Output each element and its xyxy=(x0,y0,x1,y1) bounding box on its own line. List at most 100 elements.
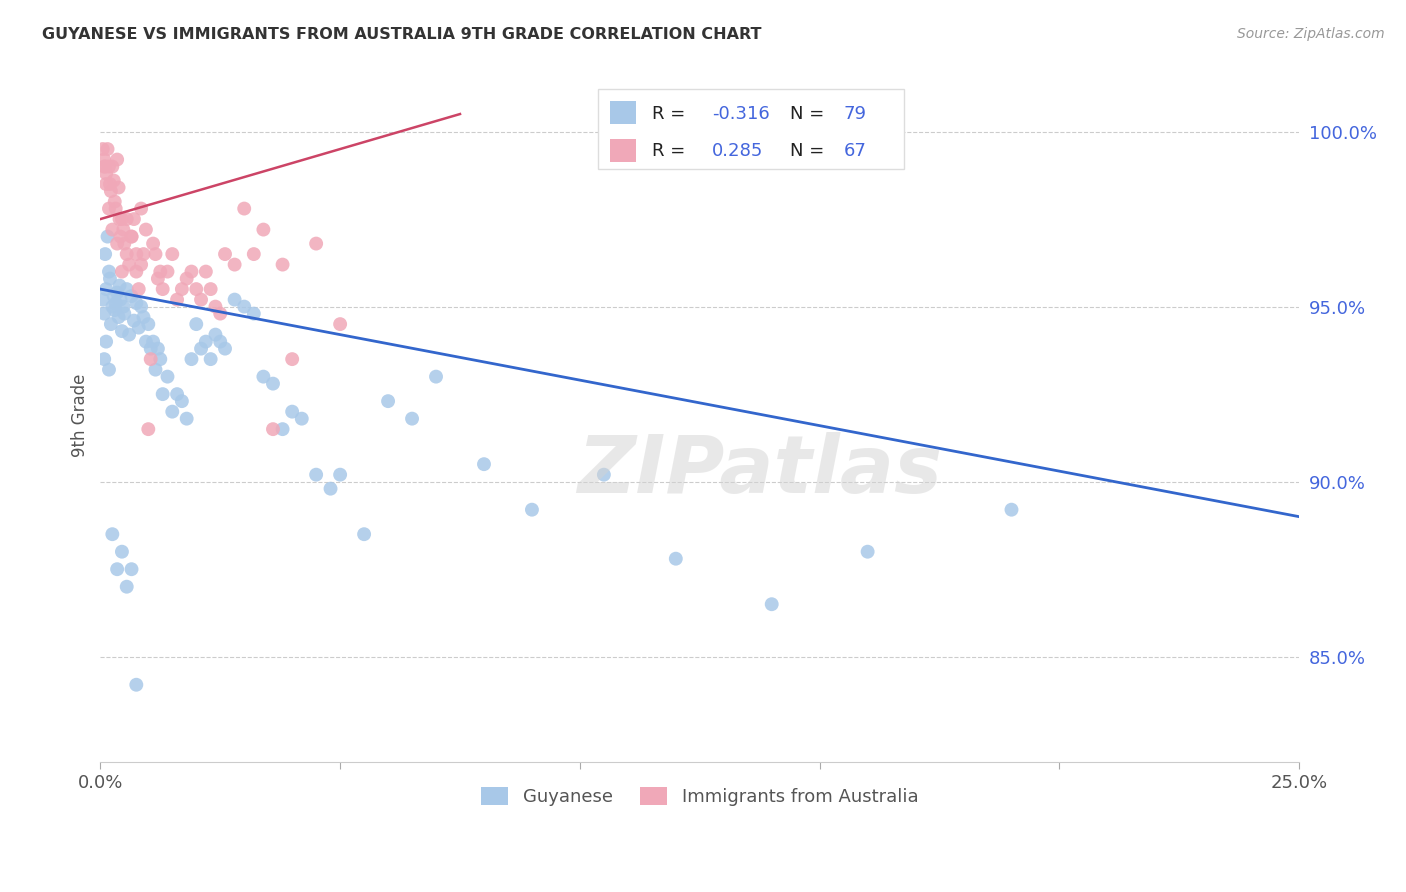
Point xyxy=(149,264,172,278)
Point xyxy=(93,160,115,174)
Point xyxy=(91,293,114,307)
Point xyxy=(108,212,131,227)
Point xyxy=(243,247,266,261)
Point xyxy=(111,264,134,278)
Point xyxy=(93,307,115,321)
Point xyxy=(118,258,141,272)
Text: 67: 67 xyxy=(844,142,866,161)
Point xyxy=(121,562,143,576)
Point xyxy=(98,362,121,376)
Point xyxy=(520,502,543,516)
Point xyxy=(592,467,614,482)
Point xyxy=(129,202,152,216)
Point xyxy=(204,300,226,314)
Text: Source: ZipAtlas.com: Source: ZipAtlas.com xyxy=(1237,27,1385,41)
Point xyxy=(94,334,117,349)
Point xyxy=(401,411,423,425)
Point xyxy=(209,334,232,349)
Text: N =: N = xyxy=(790,104,830,123)
Point xyxy=(319,482,342,496)
Text: 0.285: 0.285 xyxy=(711,142,763,161)
Point xyxy=(98,271,121,285)
Point xyxy=(209,307,232,321)
Point xyxy=(271,422,294,436)
Point xyxy=(128,282,150,296)
Point xyxy=(271,258,294,272)
FancyBboxPatch shape xyxy=(610,139,637,161)
Point xyxy=(121,289,143,303)
Point xyxy=(145,362,167,376)
FancyBboxPatch shape xyxy=(598,89,904,169)
Point xyxy=(166,387,188,401)
Point xyxy=(149,352,172,367)
Point xyxy=(186,317,208,331)
Point xyxy=(180,352,202,367)
Point xyxy=(111,544,134,558)
Point xyxy=(262,422,284,436)
Point xyxy=(128,320,150,334)
Point xyxy=(101,527,124,541)
Point xyxy=(115,282,138,296)
Point xyxy=(252,369,274,384)
Point xyxy=(136,317,159,331)
Point xyxy=(214,342,236,356)
Y-axis label: 9th Grade: 9th Grade xyxy=(72,374,89,457)
Point xyxy=(135,222,157,236)
Point xyxy=(162,247,184,261)
Point xyxy=(103,173,125,187)
Point xyxy=(122,212,145,227)
Point xyxy=(105,153,128,167)
Point xyxy=(98,160,121,174)
Point xyxy=(129,300,152,314)
Text: ZIPatlas: ZIPatlas xyxy=(578,432,942,509)
Text: R =: R = xyxy=(652,142,690,161)
Point xyxy=(194,334,217,349)
Point xyxy=(214,247,236,261)
Point xyxy=(329,317,352,331)
Point xyxy=(105,285,128,300)
Point xyxy=(96,142,118,156)
Point xyxy=(94,282,117,296)
Point xyxy=(98,202,121,216)
Point xyxy=(101,300,124,314)
Point xyxy=(100,317,122,331)
Point xyxy=(176,271,198,285)
Text: GUYANESE VS IMMIGRANTS FROM AUSTRALIA 9TH GRADE CORRELATION CHART: GUYANESE VS IMMIGRANTS FROM AUSTRALIA 9T… xyxy=(42,27,762,42)
Point xyxy=(104,296,127,310)
Point xyxy=(98,264,121,278)
Text: 79: 79 xyxy=(844,104,866,123)
Text: R =: R = xyxy=(652,104,690,123)
Point xyxy=(761,597,783,611)
Point xyxy=(224,293,246,307)
Point xyxy=(101,222,124,236)
Point xyxy=(112,222,135,236)
FancyBboxPatch shape xyxy=(610,102,637,124)
Point xyxy=(110,293,132,307)
Point xyxy=(233,300,256,314)
Point xyxy=(107,310,129,325)
Point xyxy=(112,236,135,251)
Point xyxy=(252,222,274,236)
Point xyxy=(135,334,157,349)
Text: N =: N = xyxy=(790,142,830,161)
Point xyxy=(243,307,266,321)
Point xyxy=(170,282,193,296)
Point xyxy=(146,271,169,285)
Point xyxy=(105,236,128,251)
Point xyxy=(110,229,132,244)
Point xyxy=(262,376,284,391)
Point xyxy=(104,202,127,216)
Point xyxy=(94,177,117,191)
Point xyxy=(115,247,138,261)
Point xyxy=(156,264,179,278)
Point xyxy=(94,167,117,181)
Point xyxy=(233,202,256,216)
Point xyxy=(122,313,145,327)
Point xyxy=(190,342,212,356)
Point xyxy=(353,527,375,541)
Point xyxy=(115,580,138,594)
Point xyxy=(204,327,226,342)
Point xyxy=(281,404,304,418)
Point xyxy=(91,142,114,156)
Point xyxy=(96,229,118,244)
